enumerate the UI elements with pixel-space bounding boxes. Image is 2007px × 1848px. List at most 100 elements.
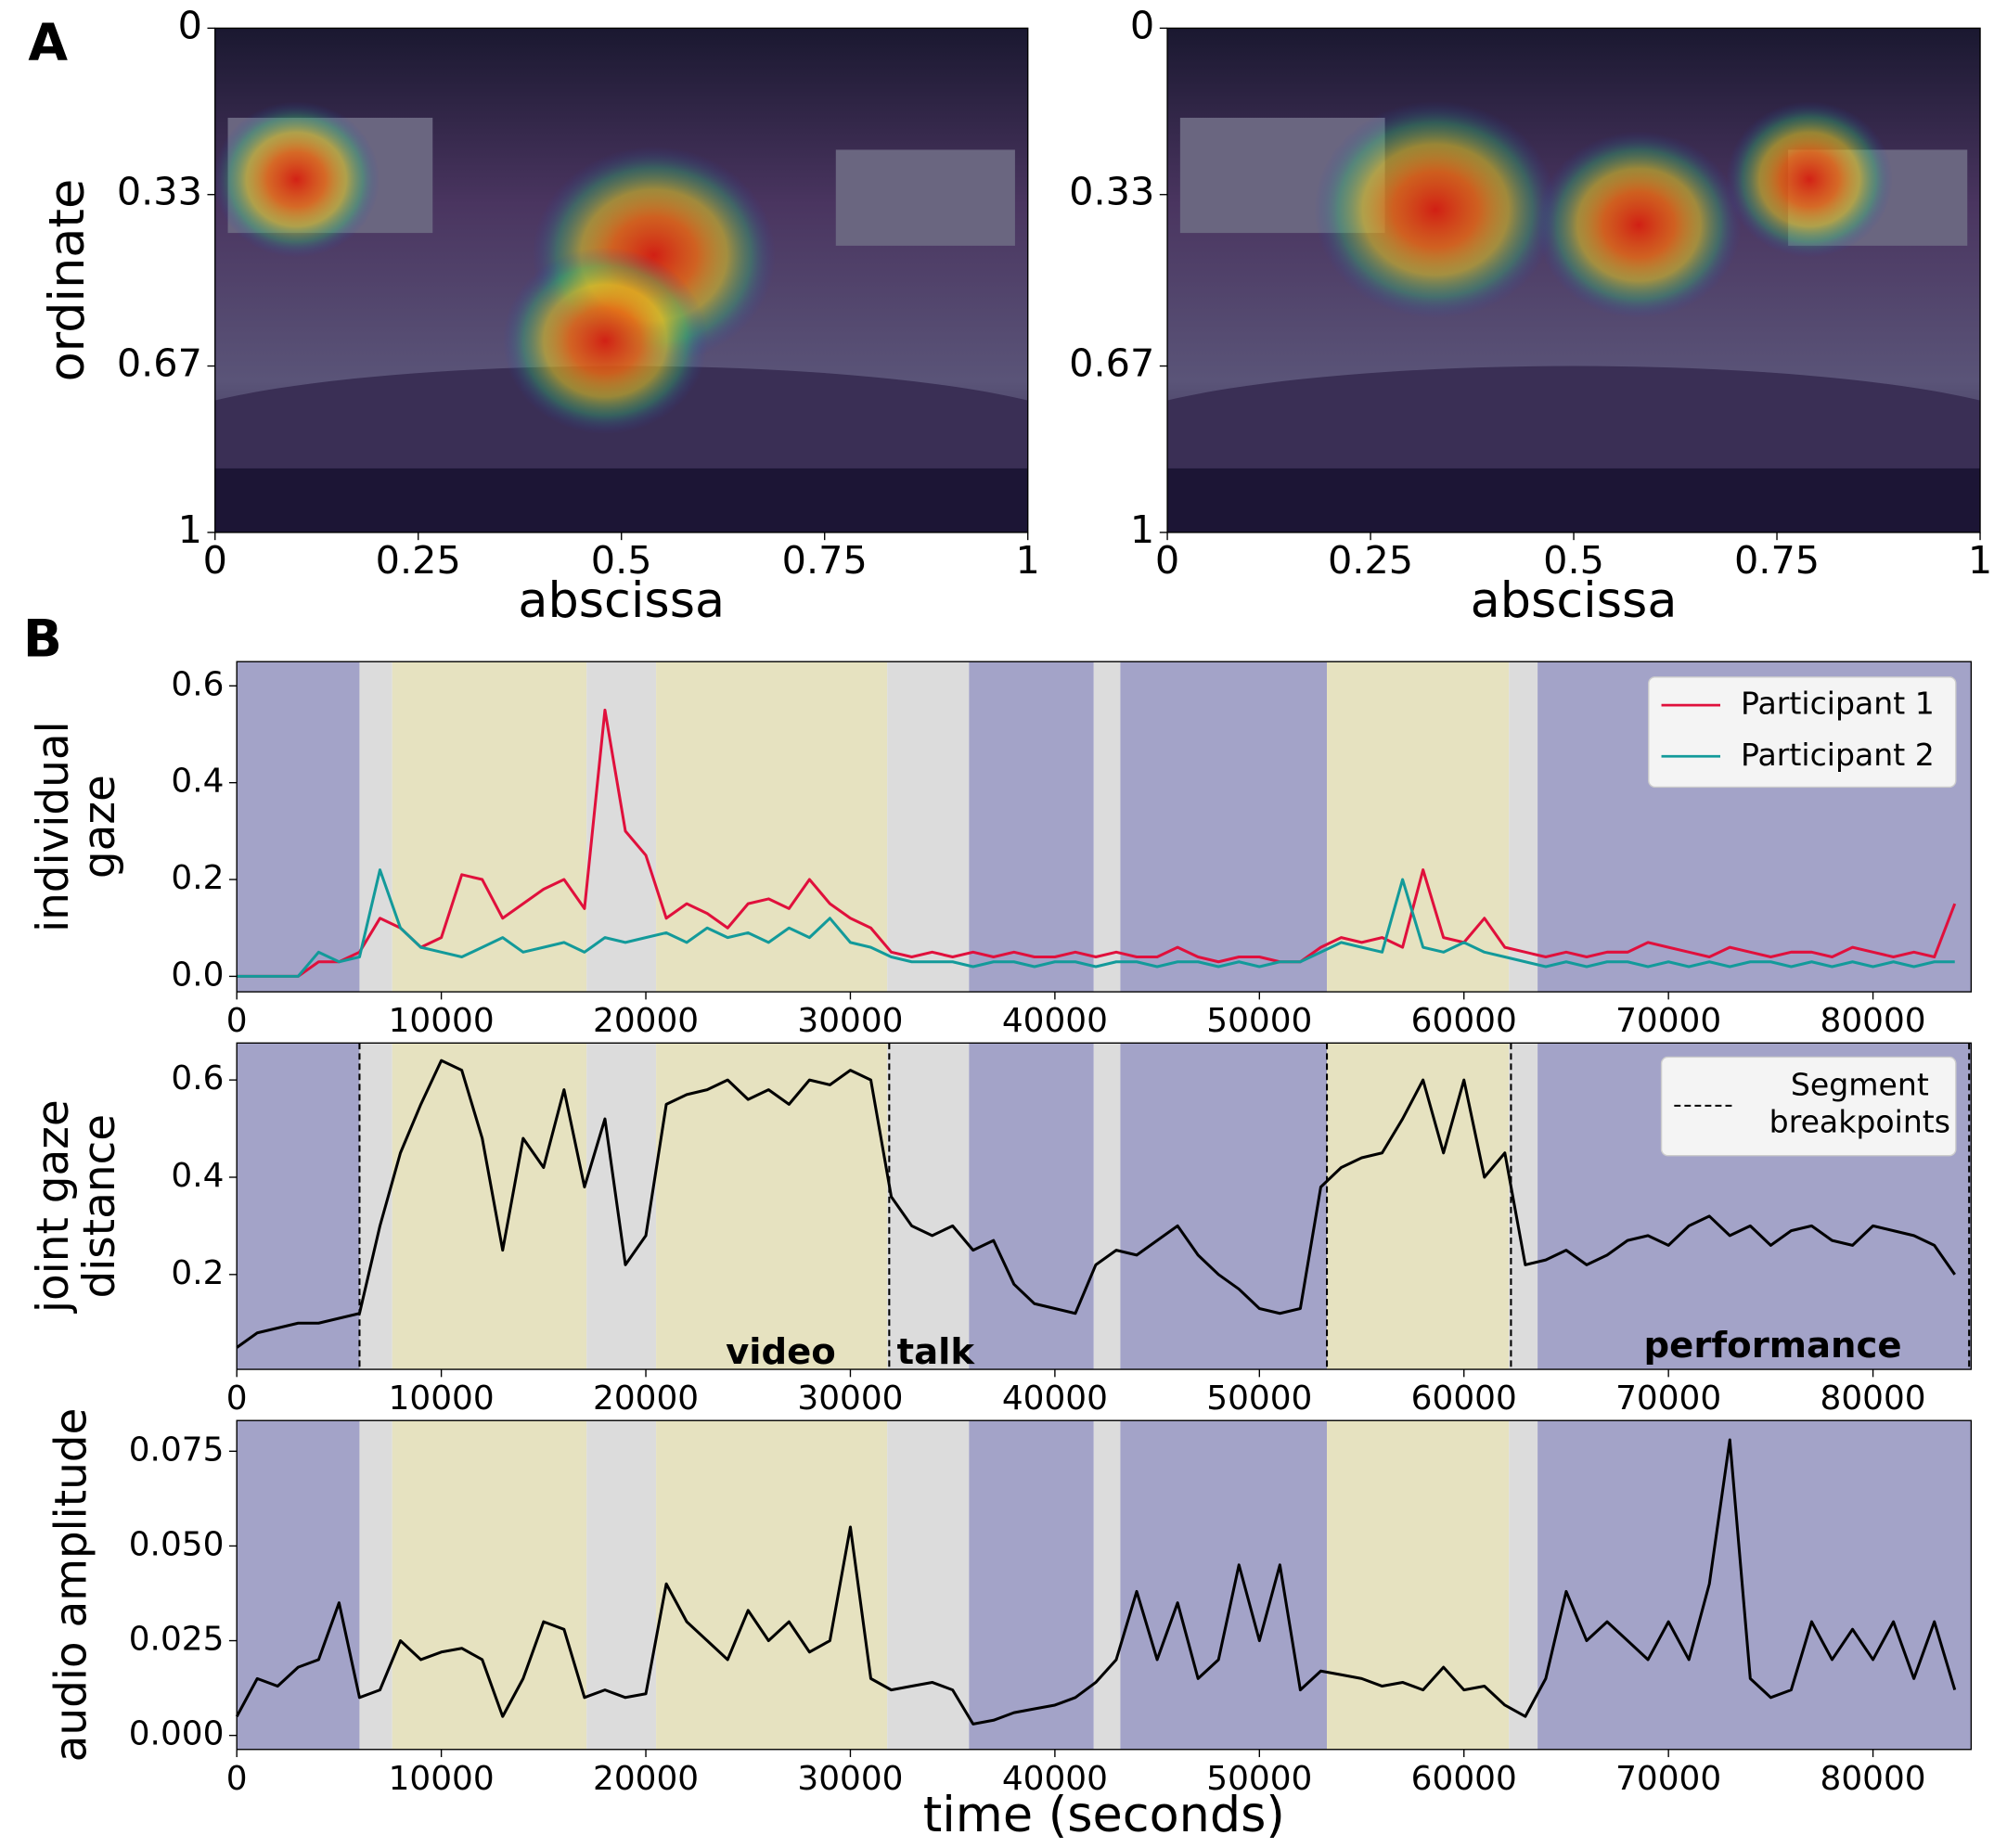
x-tick-label: 10000 — [389, 1760, 495, 1798]
gaze-hotspot — [1314, 100, 1558, 319]
y-axis-label: joint gaze — [28, 1099, 79, 1314]
x-tick-label: 0 — [226, 1380, 248, 1418]
x-tick-label: 20000 — [593, 1380, 699, 1418]
y-tick-label: 0.6 — [171, 665, 224, 703]
segment-band — [1327, 661, 1510, 993]
segment-band — [237, 1420, 360, 1750]
y-tick-label: 0.4 — [171, 1157, 224, 1195]
y-tick-label: 0 — [178, 3, 202, 47]
y-tick-label: 1 — [1130, 507, 1154, 552]
segment-band — [969, 661, 1094, 993]
segment-band — [1093, 661, 1121, 993]
x-tick-label: 0.5 — [1543, 538, 1604, 583]
x-tick-label: 60000 — [1411, 1760, 1517, 1798]
segment-band — [969, 1043, 1094, 1370]
x-tick-label: 0.5 — [591, 538, 652, 583]
panel-label: A — [28, 14, 68, 73]
x-tick-label: 40000 — [1002, 1002, 1108, 1040]
y-axis-label: audio amplitude — [46, 1408, 97, 1763]
segment-band — [1327, 1043, 1510, 1370]
data-line — [235, 1438, 1957, 1726]
y-tick-label: 0.2 — [171, 1254, 224, 1292]
segment-band — [1509, 661, 1538, 993]
legend-box — [1660, 1056, 1957, 1157]
data-line — [236, 1059, 1956, 1349]
y-tick-label: 0.050 — [129, 1525, 225, 1563]
x-tick-label: 0.75 — [782, 538, 868, 583]
legend-label: Participant 1 — [1741, 686, 1935, 722]
segment-band — [359, 1043, 392, 1370]
y-tick-label: 1 — [178, 507, 202, 552]
x-tick-label: 0 — [226, 1002, 248, 1040]
segment-band — [586, 1420, 657, 1750]
x-tick-label: 0.25 — [1328, 538, 1413, 583]
y-axis-label: gaze — [74, 775, 125, 879]
segment-band — [359, 1420, 392, 1750]
segment-band — [656, 1043, 888, 1370]
x-axis-label: time (seconds) — [923, 1787, 1285, 1843]
y-axis-label: ordinate — [39, 179, 96, 382]
x-tick-label: 1 — [1016, 538, 1040, 583]
y-tick-label: 0.4 — [171, 763, 224, 801]
x-axis-label: abscissa — [1471, 572, 1678, 629]
stage-edge — [1167, 468, 1981, 533]
x-axis-label: abscissa — [518, 572, 725, 629]
y-axis-label: individual — [28, 721, 79, 932]
segment-band — [392, 661, 587, 993]
y-tick-label: 0.025 — [129, 1621, 225, 1659]
panel-label: B — [23, 610, 62, 670]
heatmap-image — [214, 28, 1028, 533]
x-tick-label: 80000 — [1820, 1760, 1926, 1798]
data-line — [237, 708, 1957, 978]
segment-band — [1537, 1420, 1972, 1750]
x-tick-label: 20000 — [593, 1002, 699, 1040]
x-tick-label: 70000 — [1615, 1760, 1721, 1798]
y-tick-label: 0.67 — [117, 341, 202, 386]
y-tick-label: 0.0 — [171, 956, 224, 994]
y-tick-label: 0.000 — [129, 1715, 225, 1753]
x-tick-label: 0.75 — [1734, 538, 1820, 583]
stage-edge — [214, 468, 1028, 533]
legend-label: breakpoints — [1769, 1104, 1950, 1140]
x-tick-label: 50000 — [1206, 1002, 1312, 1040]
legend-label: Segment — [1791, 1067, 1929, 1103]
segment-band — [887, 1420, 970, 1750]
x-tick-label: 0 — [1155, 538, 1179, 583]
y-tick-label: 0 — [1130, 3, 1154, 47]
x-tick-label: 0.25 — [376, 538, 461, 583]
x-tick-label: 50000 — [1206, 1760, 1312, 1798]
x-tick-label: 80000 — [1820, 1380, 1926, 1418]
segment-band — [1327, 1420, 1510, 1750]
segment-band — [1093, 1043, 1121, 1370]
gaze-hotspot — [1536, 131, 1742, 319]
segment-annotation: video — [726, 1331, 836, 1373]
x-tick-label: 40000 — [1002, 1380, 1108, 1418]
y-axis-label: distance — [74, 1114, 125, 1299]
y-tick-label: 0.2 — [171, 859, 224, 897]
data-line — [237, 868, 1955, 978]
segment-band — [1120, 661, 1328, 993]
legend-label: Participant 2 — [1741, 737, 1935, 773]
x-tick-label: 30000 — [797, 1002, 903, 1040]
y-tick-label: 0.075 — [129, 1431, 225, 1469]
segment-band — [586, 1043, 657, 1370]
segment-band — [1093, 1420, 1121, 1750]
plot-frame — [236, 1042, 1973, 1370]
gaze-hotspot — [1726, 101, 1893, 258]
segment-band — [656, 1420, 888, 1750]
x-tick-label: 50000 — [1206, 1380, 1312, 1418]
y-tick-label: 0.6 — [171, 1059, 224, 1097]
segment-band — [1120, 1420, 1328, 1750]
x-tick-label: 0 — [203, 538, 227, 583]
y-tick-label: 0.33 — [1069, 170, 1154, 214]
x-tick-label: 30000 — [797, 1380, 903, 1418]
x-tick-label: 80000 — [1820, 1002, 1926, 1040]
x-tick-label: 10000 — [389, 1380, 495, 1418]
x-tick-label: 0 — [226, 1760, 248, 1798]
x-tick-label: 20000 — [593, 1760, 699, 1798]
x-tick-label: 60000 — [1411, 1380, 1517, 1418]
gaze-hotspot — [502, 247, 708, 435]
video-screen — [835, 149, 1015, 246]
